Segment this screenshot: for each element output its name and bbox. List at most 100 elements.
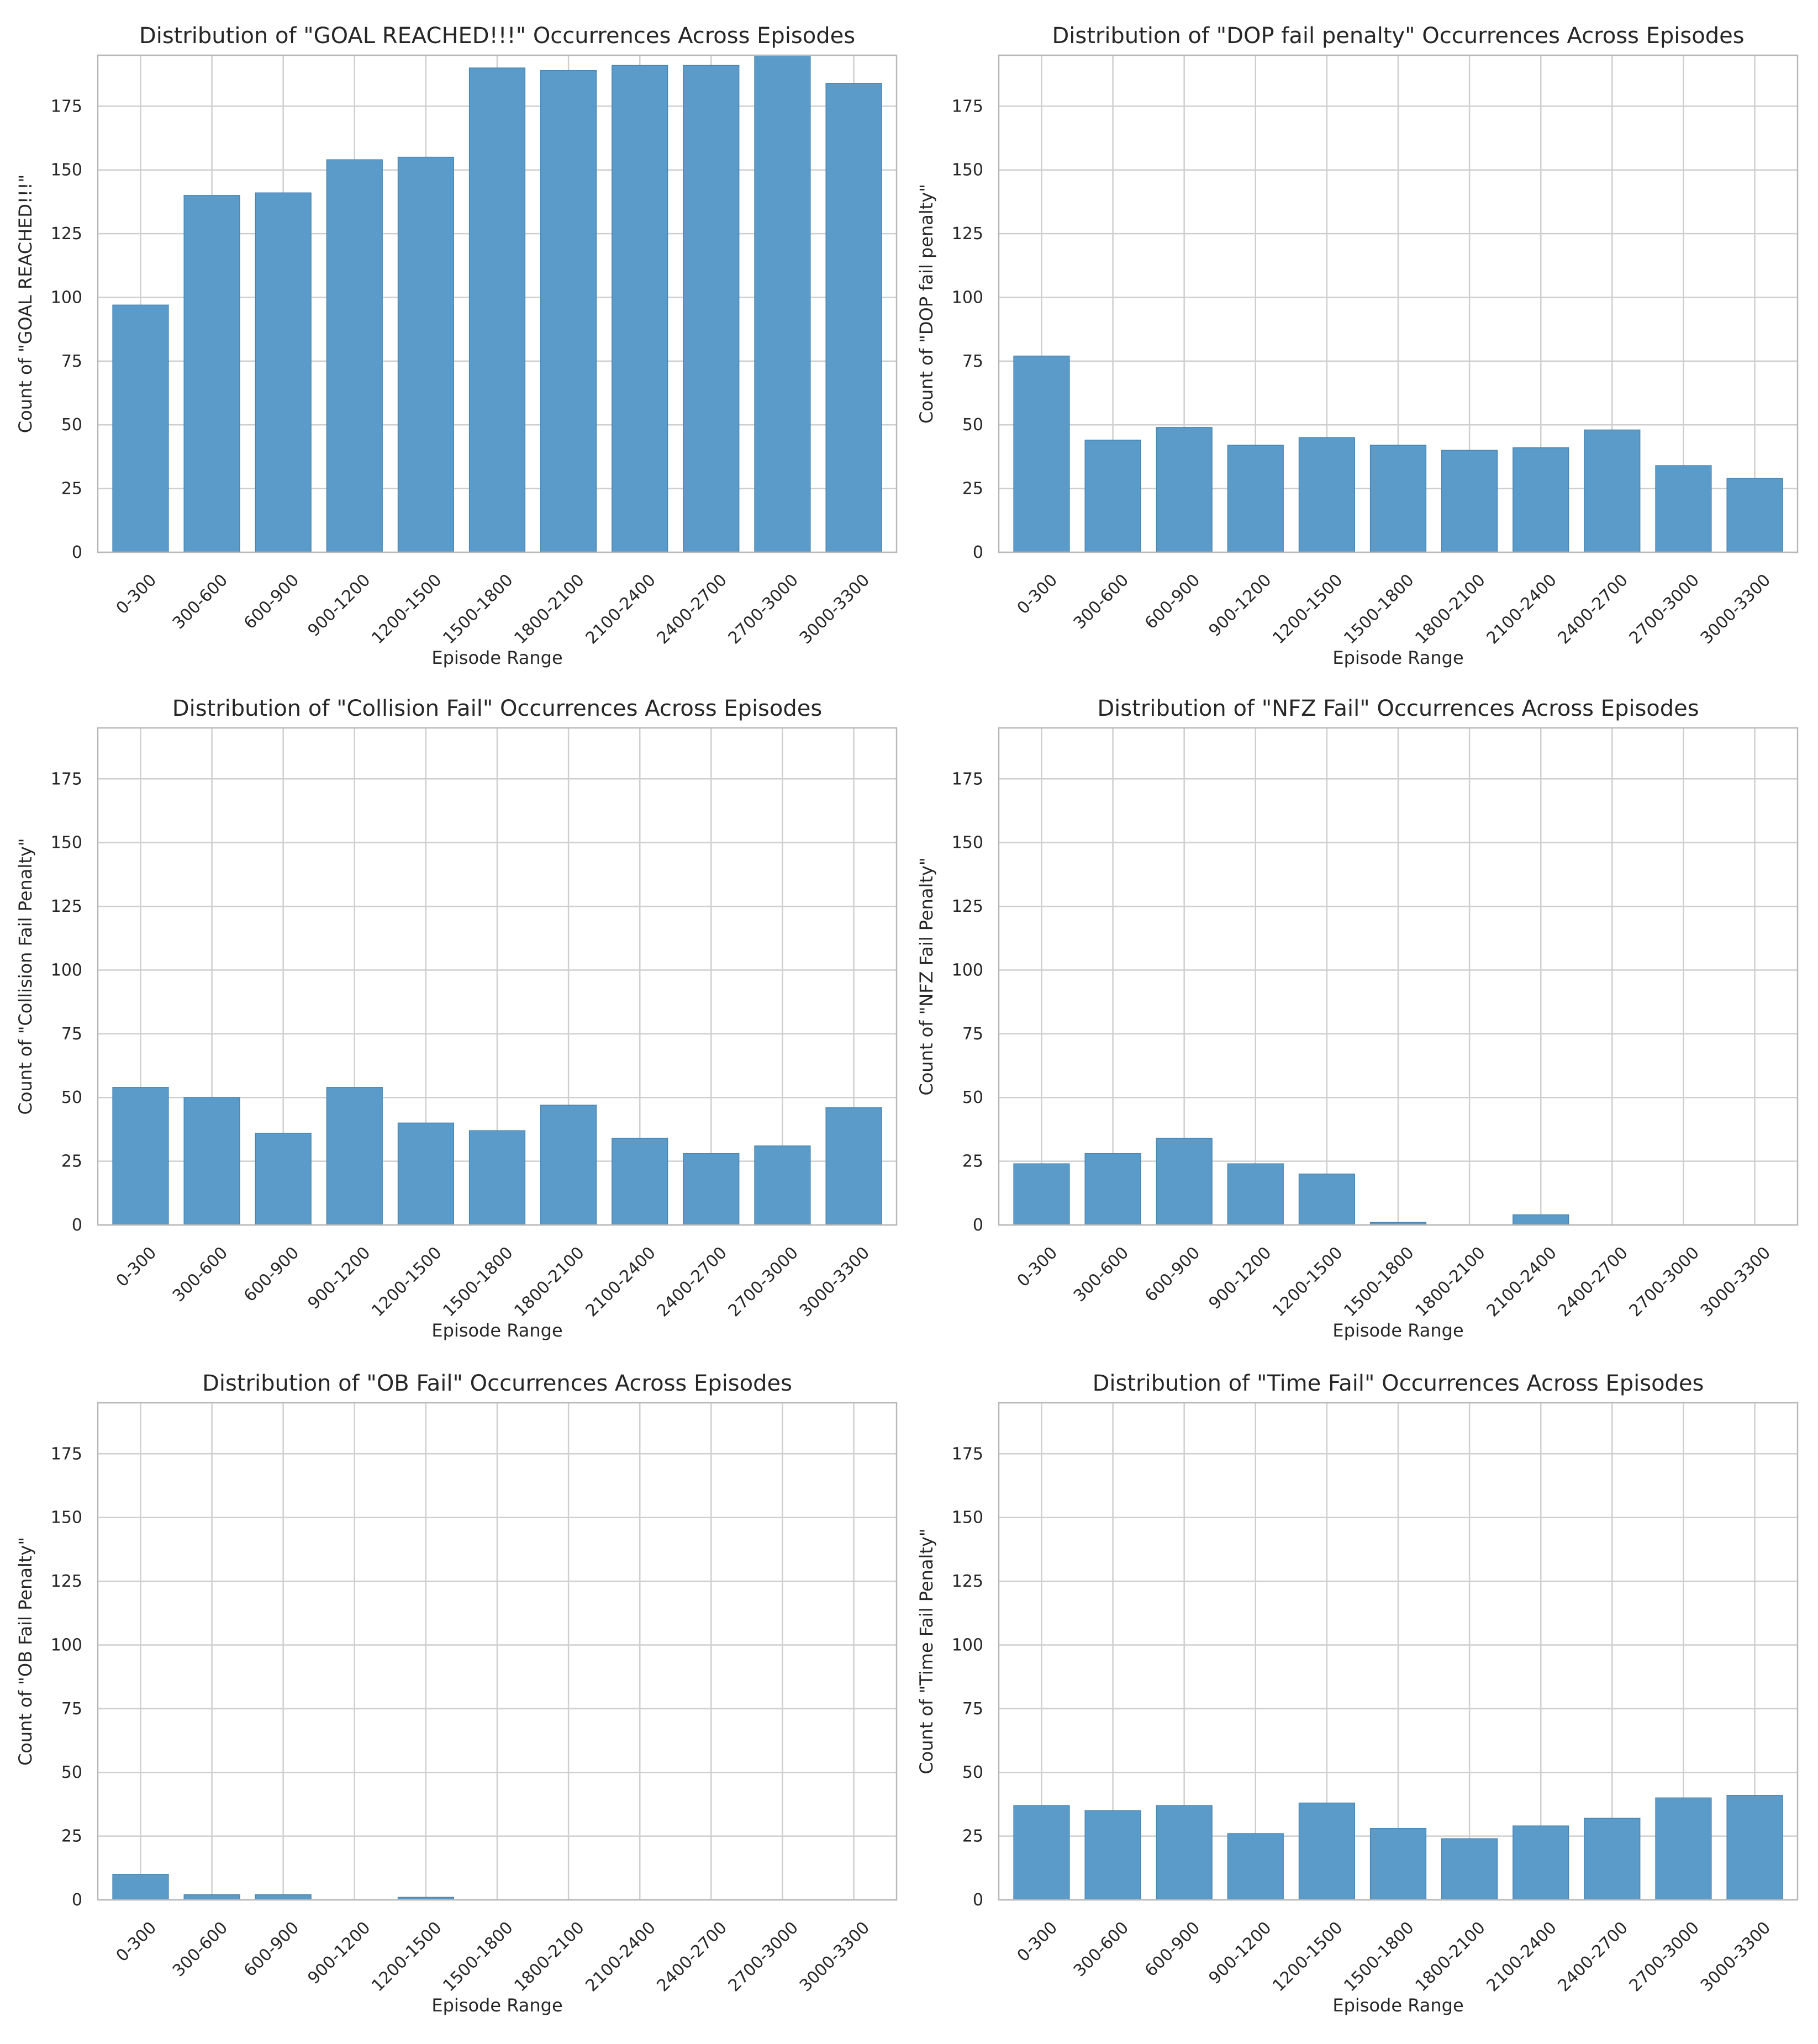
x-tick-label: 900-1200 [1205, 1918, 1276, 1988]
y-tick-label: 50 [962, 415, 983, 435]
x-tick-label: 2700-3000 [1626, 1918, 1703, 1995]
x-tick-label: 300-600 [1070, 1918, 1132, 1980]
y-tick-label: 150 [51, 161, 82, 180]
bar-0-300 [112, 304, 169, 553]
y-tick-label: 100 [952, 1635, 983, 1655]
y-tick-label: 25 [61, 1152, 82, 1171]
y-tick-label: 25 [61, 1827, 82, 1846]
bar-2100-2400 [1513, 1825, 1569, 1900]
plot-frame [97, 1402, 898, 1901]
y-tick-label: 100 [51, 288, 82, 307]
chart-panel-6: 0 25 50 75 100 125 150 175 0-300 300-600 600-900 90… [916, 1371, 1799, 2016]
x-tick-label: 2700-3000 [1626, 1243, 1703, 1321]
x-tick-label: 0-300 [113, 571, 160, 618]
x-tick-label: 3000-3300 [796, 1243, 873, 1321]
chart-panel-5: 0 25 50 75 100 125 150 175 0-300 300-600 600-900 90… [15, 1371, 898, 2016]
y-tick-label: 50 [962, 1763, 983, 1782]
chart-title: Distribution of "NFZ Fail" Occurrences A… [1097, 696, 1699, 721]
y-tick-label: 25 [962, 1827, 983, 1846]
x-tick-label: 2400-2700 [654, 571, 731, 648]
chart-title: Distribution of "Collision Fail" Occurre… [172, 696, 822, 721]
bar-2400-2700 [1584, 429, 1641, 553]
x-tick-label: 900-1200 [1205, 571, 1276, 641]
x-tick-label: 2400-2700 [1554, 1243, 1632, 1321]
x-tick-label: 600-900 [240, 1918, 303, 1980]
bar-1500-1800 [468, 67, 526, 553]
x-tick-label: 2700-3000 [725, 1918, 802, 1995]
y-axis-label: Count of "DOP fail penalty" [916, 184, 937, 424]
x-tick-label: 1800-2100 [1411, 1243, 1489, 1321]
bar-600-900 [255, 192, 312, 553]
y-tick-label: 75 [962, 352, 983, 371]
y-tick-label: 75 [962, 1024, 983, 1044]
bar-2400-2700 [683, 65, 740, 553]
x-tick-label: 600-900 [240, 1243, 303, 1306]
bar-600-900 [255, 1894, 312, 1900]
y-tick-label: 175 [51, 1444, 82, 1464]
plot-frame [998, 54, 1799, 553]
y-tick-label: 0 [973, 543, 983, 562]
bar-2700-3000 [1655, 1797, 1712, 1900]
x-axis-label: Episode Range [431, 1320, 562, 1341]
y-tick-label: 150 [952, 161, 983, 180]
chart-panel-4: 0 25 50 75 100 125 150 175 0-300 300-600 600-900 90… [916, 696, 1799, 1341]
x-tick-label: 2400-2700 [1554, 571, 1632, 648]
x-tick-label: 3000-3300 [1697, 1918, 1774, 1995]
x-tick-label: 1800-2100 [510, 571, 588, 648]
y-tick-label: 50 [61, 415, 82, 435]
x-tick-label: 1500-1800 [1340, 1243, 1417, 1321]
bar-600-900 [255, 1133, 312, 1226]
bar-1200-1500 [397, 156, 454, 553]
y-axis-label: Count of "OB Fail Penalty" [15, 1537, 36, 1766]
x-tick-label: 1200-1500 [1269, 1918, 1346, 1995]
x-tick-label: 2700-3000 [725, 1243, 802, 1321]
y-axis-label: Count of "Collision Fail Penalty" [15, 838, 36, 1115]
x-tick-label: 600-900 [1141, 571, 1204, 633]
x-tick-label: 2100-2400 [582, 571, 659, 648]
chart-title: Distribution of "DOP fail penalty" Occur… [1052, 23, 1744, 49]
y-tick-label: 125 [952, 224, 983, 244]
bar-1800-2100 [1441, 450, 1498, 553]
bar-0-300 [112, 1874, 169, 1900]
y-tick-label: 100 [952, 960, 983, 980]
x-tick-label: 300-600 [169, 571, 231, 633]
bar-2700-3000 [754, 55, 811, 553]
x-tick-label: 3000-3300 [796, 1918, 873, 1995]
bar-300-600 [183, 195, 240, 553]
chart-panel-2: 0 25 50 75 100 125 150 175 0-300 300-600 600-900 90… [916, 23, 1799, 668]
y-tick-label: 100 [51, 960, 82, 980]
y-tick-label: 0 [72, 1216, 82, 1235]
y-tick-label: 75 [61, 1024, 82, 1044]
y-tick-label: 25 [962, 1152, 983, 1171]
y-tick-label: 125 [51, 1572, 82, 1591]
x-tick-label: 1500-1800 [439, 571, 517, 648]
bar-600-900 [1156, 1805, 1213, 1900]
x-tick-label: 0-300 [1014, 1918, 1061, 1966]
bar-900-1200 [326, 159, 383, 553]
x-tick-label: 300-600 [1070, 1243, 1132, 1306]
y-tick-label: 50 [962, 1088, 983, 1107]
bar-1200-1500 [1298, 437, 1355, 553]
bar-0-300 [1013, 1805, 1070, 1900]
bar-1200-1500 [1298, 1802, 1355, 1900]
bar-900-1200 [1227, 1833, 1284, 1900]
x-axis-label: Episode Range [1332, 1320, 1463, 1341]
x-tick-label: 0-300 [1014, 571, 1061, 618]
y-tick-label: 150 [952, 833, 983, 853]
x-tick-label: 1200-1500 [368, 571, 445, 648]
x-axis-label: Episode Range [431, 1995, 562, 2016]
bar-300-600 [1084, 440, 1141, 553]
bar-300-600 [1084, 1810, 1141, 1900]
y-tick-label: 50 [61, 1088, 82, 1107]
plot-frame [97, 54, 898, 553]
chart-title: Distribution of "OB Fail" Occurrences Ac… [202, 1371, 792, 1396]
plot-frame [97, 727, 898, 1226]
y-axis-label: Count of "GOAL REACHED!!!" [15, 175, 36, 434]
x-tick-label: 2100-2400 [1483, 571, 1560, 648]
x-tick-label: 3000-3300 [1697, 1243, 1774, 1321]
x-tick-label: 2100-2400 [1483, 1243, 1560, 1321]
y-tick-label: 0 [973, 1890, 983, 1910]
bar-1200-1500 [397, 1122, 454, 1226]
y-axis-label: Count of "NFZ Fail Penalty" [916, 857, 937, 1095]
bar-1800-2100 [1441, 1838, 1498, 1900]
